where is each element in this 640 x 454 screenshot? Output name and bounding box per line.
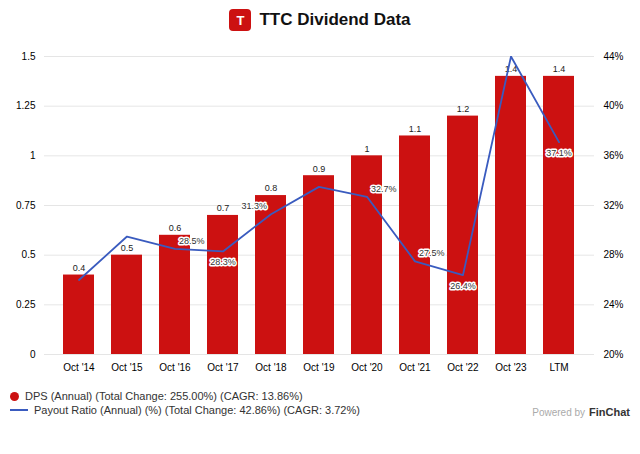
svg-text:0: 0 bbox=[30, 349, 36, 360]
svg-text:1.2: 1.2 bbox=[457, 104, 470, 114]
svg-text:0.9: 0.9 bbox=[313, 164, 326, 174]
svg-text:32.7%: 32.7% bbox=[371, 184, 397, 194]
svg-text:Oct '22: Oct '22 bbox=[447, 362, 479, 373]
svg-text:0.7: 0.7 bbox=[217, 203, 230, 213]
svg-text:Oct '23: Oct '23 bbox=[495, 362, 527, 373]
svg-text:Oct '21: Oct '21 bbox=[399, 362, 431, 373]
svg-text:1.4: 1.4 bbox=[553, 64, 566, 74]
svg-text:0.4: 0.4 bbox=[73, 263, 86, 273]
svg-text:0.6: 0.6 bbox=[169, 223, 182, 233]
svg-text:32%: 32% bbox=[604, 200, 624, 211]
svg-text:27.5%: 27.5% bbox=[419, 248, 445, 258]
svg-text:1.4: 1.4 bbox=[504, 64, 518, 75]
svg-text:24%: 24% bbox=[604, 299, 624, 310]
svg-text:20%: 20% bbox=[604, 349, 624, 360]
svg-text:Oct '15: Oct '15 bbox=[111, 362, 143, 373]
svg-text:Oct '20: Oct '20 bbox=[351, 362, 383, 373]
svg-text:26.4%: 26.4% bbox=[450, 281, 476, 291]
svg-text:0.5: 0.5 bbox=[22, 249, 36, 260]
svg-text:Oct '18: Oct '18 bbox=[255, 362, 287, 373]
svg-text:1: 1 bbox=[364, 144, 369, 154]
html-text:TTC Dividend Data: TTC Dividend Data bbox=[259, 10, 411, 29]
svg-text:1: 1 bbox=[30, 150, 36, 161]
svg-text:36%: 36% bbox=[604, 150, 624, 161]
html-text:DPS (Annual) (Total Change: 25: DPS (Annual) (Total Change: 255.00%) (CA… bbox=[25, 390, 303, 402]
svg-text:28.5%: 28.5% bbox=[179, 236, 205, 246]
svg-text:37.1%: 37.1% bbox=[546, 148, 572, 158]
html-text:T: T bbox=[236, 12, 245, 28]
svg-text:0.75: 0.75 bbox=[16, 200, 36, 211]
html-text:Payout Ratio (Annual) (%) (Tot: Payout Ratio (Annual) (%) (Total Change:… bbox=[34, 404, 360, 416]
svg-text:1.5: 1.5 bbox=[22, 51, 36, 62]
svg-text:44%: 44% bbox=[604, 51, 624, 62]
svg-text:0.5: 0.5 bbox=[121, 243, 134, 253]
svg-text:Oct '14: Oct '14 bbox=[63, 362, 95, 373]
svg-text:Oct '16: Oct '16 bbox=[159, 362, 191, 373]
svg-text:0.8: 0.8 bbox=[265, 183, 278, 193]
svg-text:0.25: 0.25 bbox=[16, 299, 36, 310]
svg-text:Oct '17: Oct '17 bbox=[207, 362, 239, 373]
svg-text:1.25: 1.25 bbox=[16, 100, 36, 111]
svg-text:LTM: LTM bbox=[549, 362, 568, 373]
html-text:Powered by FinChat: Powered by FinChat bbox=[532, 406, 630, 418]
svg-text:1.1: 1.1 bbox=[409, 124, 422, 134]
svg-text:31.3%: 31.3% bbox=[241, 201, 267, 211]
svg-text:Oct '19: Oct '19 bbox=[303, 362, 335, 373]
svg-text:28%: 28% bbox=[604, 249, 624, 260]
svg-text:40%: 40% bbox=[604, 100, 624, 111]
svg-text:28.3%: 28.3% bbox=[210, 257, 236, 267]
